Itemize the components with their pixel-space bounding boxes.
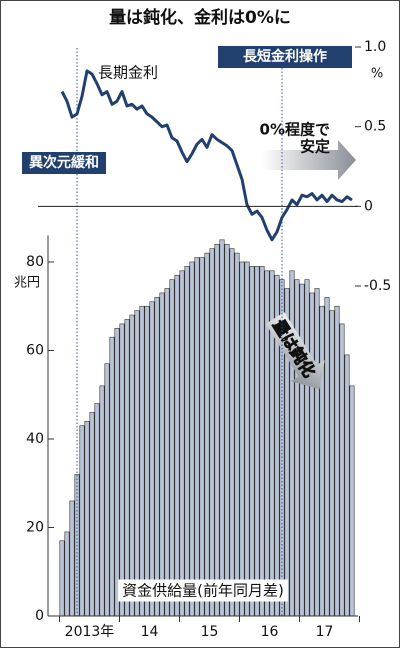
bar	[109, 336, 115, 617]
y-tick-label: 80	[26, 254, 44, 270]
bar	[104, 363, 110, 617]
bar	[99, 385, 105, 617]
y2-tick-label: 0.5	[364, 119, 386, 135]
x-tick-label: 17	[316, 624, 334, 640]
x-tick-label: 16	[261, 624, 279, 640]
bar	[144, 305, 150, 617]
bar	[84, 420, 90, 617]
bar	[349, 385, 355, 617]
bar	[94, 403, 100, 617]
bar	[129, 314, 135, 617]
bar	[59, 540, 65, 617]
bar	[164, 288, 170, 617]
chart-title: 量は鈍化、金利は0%に	[109, 7, 291, 28]
bar	[134, 310, 140, 617]
annotation: 0%程度で	[260, 121, 330, 139]
x-tick-label: 2013年	[65, 624, 115, 640]
series-label: 資金供給量(前年同月差)	[122, 582, 284, 600]
bar	[339, 323, 345, 617]
annotation: 安定	[300, 138, 330, 156]
bar	[139, 305, 145, 617]
bar	[259, 266, 265, 617]
bar	[209, 248, 215, 617]
bar	[239, 261, 245, 617]
bar	[189, 261, 195, 617]
stable-arrow	[262, 140, 356, 180]
annotation-box	[218, 46, 352, 68]
y-tick-label: 60	[26, 342, 44, 358]
series-label: 長期金利	[98, 64, 158, 82]
bar	[79, 425, 85, 617]
bar	[114, 328, 120, 617]
y-unit: 兆円	[14, 276, 40, 291]
bar	[224, 243, 230, 617]
bar	[64, 531, 70, 617]
y-tick-label: 0	[35, 608, 44, 624]
arrow-shape	[265, 312, 325, 390]
annotation: 異次元緩和	[29, 154, 99, 171]
bar	[334, 305, 340, 617]
annotation-box	[22, 152, 106, 174]
bar	[309, 292, 315, 617]
y2-tick-label: 0	[364, 198, 373, 214]
bar	[194, 257, 200, 617]
bar	[319, 305, 325, 617]
bar	[249, 266, 255, 617]
bar	[344, 354, 350, 617]
y-tick-label: 40	[26, 431, 44, 447]
bar	[199, 257, 205, 617]
y-tick-label: 20	[26, 519, 44, 535]
bar	[324, 297, 330, 617]
line	[60, 69, 353, 242]
bar	[244, 261, 250, 617]
bar	[154, 297, 160, 617]
x-tick-label: 15	[201, 624, 219, 640]
bar	[159, 292, 165, 617]
annotation: 長短金利操作	[243, 48, 327, 65]
bar	[179, 270, 185, 617]
bar	[174, 274, 180, 617]
bar	[304, 279, 310, 617]
bar	[69, 500, 75, 617]
bar	[149, 301, 155, 617]
bar	[234, 252, 240, 617]
y2-tick-label: 1.0	[364, 39, 386, 55]
bar	[119, 323, 125, 617]
bar	[124, 319, 130, 617]
bar	[299, 283, 305, 617]
bar	[184, 266, 190, 617]
bar	[214, 243, 220, 617]
x-tick-label: 14	[141, 624, 159, 640]
bar	[254, 266, 260, 617]
bar	[169, 279, 175, 617]
series-label-bg	[118, 579, 288, 602]
y2-unit: %	[371, 67, 383, 82]
bar	[314, 288, 320, 617]
bar	[89, 412, 95, 617]
bar	[204, 252, 210, 617]
bar	[329, 310, 335, 617]
bar	[229, 248, 235, 617]
y2-tick-label: -0.5	[364, 278, 391, 294]
bar	[219, 239, 225, 617]
